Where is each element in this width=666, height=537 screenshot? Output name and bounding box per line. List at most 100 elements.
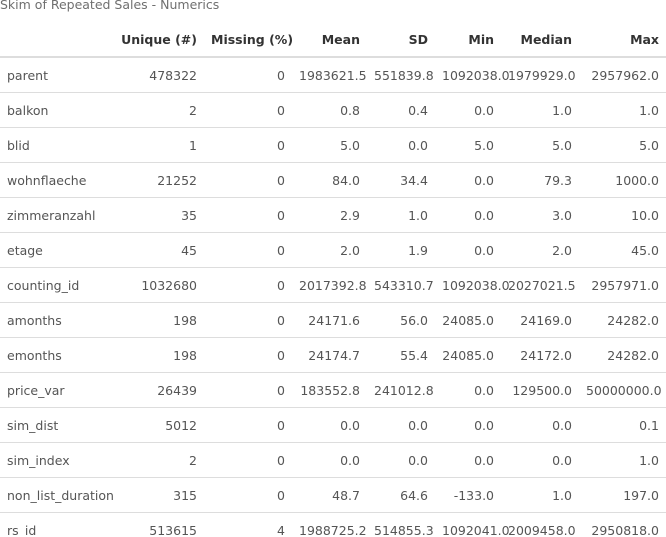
mean-value-cell: 24171.6: [292, 302, 367, 338]
max-value-cell: 24282.0: [579, 302, 666, 338]
max-value-cell: 50000000.0: [579, 372, 666, 408]
median-value-cell: 2027021.5: [501, 267, 579, 303]
mean-value-cell: 48.7: [292, 477, 367, 513]
median-value-cell: 3.0: [501, 197, 579, 233]
mean-value-cell: 1988725.2: [292, 512, 367, 537]
min-value-cell: 24085.0: [435, 302, 501, 338]
header-sd: SD: [367, 22, 435, 58]
mean-value-cell: 84.0: [292, 162, 367, 198]
table-row: amonths 198 0 24171.6 56.0 24085.0 24169.0 2428…: [0, 302, 666, 338]
median-value-cell: 24172.0: [501, 337, 579, 373]
table-row: zimmeranzahl 35 0 2.9 1.0 0.0 3.0 10.0: [0, 197, 666, 233]
header-missing: Missing (%): [204, 22, 293, 58]
min-value-cell: 0.0: [435, 372, 501, 408]
min-value-cell: 1092038.0: [435, 57, 510, 93]
variable-name-cell: sim_index: [0, 442, 113, 478]
header-min: Min: [435, 22, 501, 58]
mean-value-cell: 2.9: [292, 197, 367, 233]
median-value-cell: 79.3: [501, 162, 579, 198]
max-value-cell: 1.0: [579, 92, 666, 128]
table-row: rs_id 513615 4 1988725.2 514855.3 1092041.0 20…: [0, 512, 666, 537]
mean-value-cell: 0.0: [292, 407, 367, 443]
median-value-cell: 1979929.0: [501, 57, 579, 93]
sd-value-cell: 514855.3: [367, 512, 435, 537]
sd-value-cell: 0.0: [367, 407, 435, 443]
table-caption: Skim of Repeated Sales - Numerics: [0, 0, 220, 12]
table-row: price_var 26439 0 183552.8 241012.8 0.0 129500…: [0, 372, 666, 408]
sd-value-cell: 551839.8: [367, 57, 435, 93]
missing-percent-cell: 0: [204, 197, 292, 233]
unique-count-cell: 1032680: [113, 267, 204, 303]
missing-percent-cell: 0: [204, 162, 292, 198]
min-value-cell: 24085.0: [435, 337, 501, 373]
sd-value-cell: 64.6: [367, 477, 435, 513]
max-value-cell: 1.0: [579, 442, 666, 478]
min-value-cell: 0.0: [435, 407, 501, 443]
sd-value-cell: 34.4: [367, 162, 435, 198]
sd-value-cell: 1.9: [367, 232, 435, 268]
missing-percent-cell: 0: [204, 232, 292, 268]
unique-count-cell: 2: [113, 92, 204, 128]
median-value-cell: 0.0: [501, 407, 579, 443]
unique-count-cell: 198: [113, 302, 204, 338]
table-row: parent 478322 0 1983621.5 551839.8 1092038.0 1…: [0, 57, 666, 93]
max-value-cell: 2957962.0: [579, 57, 666, 93]
variable-name-cell: counting_id: [0, 267, 113, 303]
variable-name-cell: amonths: [0, 302, 113, 338]
sd-value-cell: 56.0: [367, 302, 435, 338]
sd-value-cell: 55.4: [367, 337, 435, 373]
variable-name-cell: sim_dist: [0, 407, 113, 443]
missing-percent-cell: 0: [204, 92, 292, 128]
min-value-cell: 0.0: [435, 197, 501, 233]
median-value-cell: 2009458.0: [501, 512, 579, 537]
variable-name-cell: parent: [0, 57, 113, 93]
sd-value-cell: 0.0: [367, 442, 435, 478]
min-value-cell: 5.0: [435, 127, 501, 163]
sd-value-cell: 241012.8: [367, 372, 435, 408]
variable-name-cell: non_list_duration: [0, 477, 114, 513]
max-value-cell: 45.0: [579, 232, 666, 268]
missing-percent-cell: 0: [204, 57, 292, 93]
max-value-cell: 2957971.0: [579, 267, 666, 303]
mean-value-cell: 1983621.5: [292, 57, 367, 93]
unique-count-cell: 35: [113, 197, 204, 233]
median-value-cell: 2.0: [501, 232, 579, 268]
table-row: wohnflaeche 21252 0 84.0 34.4 0.0 79.3 1000.0: [0, 162, 666, 198]
numerics-table: Unique (#) Missing (%) Mean SD Min Media…: [0, 22, 666, 537]
mean-value-cell: 2.0: [292, 232, 367, 268]
unique-count-cell: 1: [113, 127, 204, 163]
header-median: Median: [501, 22, 579, 58]
min-value-cell: 0.0: [435, 232, 501, 268]
min-value-cell: -133.0: [435, 477, 501, 513]
median-value-cell: 5.0: [501, 127, 579, 163]
mean-value-cell: 5.0: [292, 127, 367, 163]
mean-value-cell: 0.0: [292, 442, 367, 478]
header-unique: Unique (#): [113, 22, 204, 58]
header-max: Max: [579, 22, 666, 58]
missing-percent-cell: 0: [204, 477, 292, 513]
unique-count-cell: 315: [113, 477, 204, 513]
missing-percent-cell: 0: [204, 372, 292, 408]
sd-value-cell: 0.0: [367, 127, 435, 163]
max-value-cell: 0.1: [579, 407, 666, 443]
mean-value-cell: 2017392.8: [292, 267, 367, 303]
variable-name-cell: zimmeranzahl: [0, 197, 113, 233]
min-value-cell: 0.0: [435, 162, 501, 198]
sd-value-cell: 0.4: [367, 92, 435, 128]
unique-count-cell: 513615: [113, 512, 204, 537]
unique-count-cell: 21252: [113, 162, 204, 198]
max-value-cell: 24282.0: [579, 337, 666, 373]
missing-percent-cell: 0: [204, 442, 292, 478]
max-value-cell: 2950818.0: [579, 512, 666, 537]
table-row: sim_dist 5012 0 0.0 0.0 0.0 0.0 0.1: [0, 407, 666, 443]
median-value-cell: 24169.0: [501, 302, 579, 338]
min-value-cell: 1092041.0: [435, 512, 510, 537]
table-row: non_list_duration 315 0 48.7 64.6 -133.0 1.0 19…: [0, 477, 666, 513]
table-row: etage 45 0 2.0 1.9 0.0 2.0 45.0: [0, 232, 666, 268]
max-value-cell: 10.0: [579, 197, 666, 233]
median-value-cell: 1.0: [501, 92, 579, 128]
variable-name-cell: rs_id: [0, 512, 113, 537]
median-value-cell: 129500.0: [501, 372, 579, 408]
missing-percent-cell: 0: [204, 337, 292, 373]
max-value-cell: 5.0: [579, 127, 666, 163]
